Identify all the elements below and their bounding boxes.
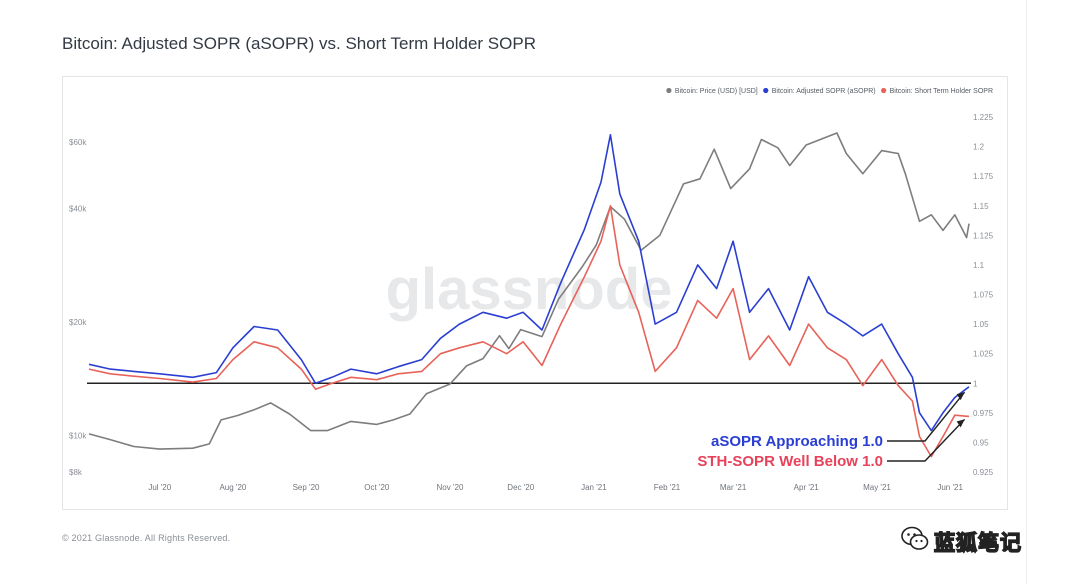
x-tick-label: Dec '20	[507, 483, 534, 492]
x-axis: Jul '20 Aug '20 Sep '20 Oct '20 Nov '20 Dec '…	[148, 483, 963, 492]
page-title: Bitcoin: Adjusted SOPR (aSOPR) vs. Short…	[62, 34, 536, 53]
right-tick-label: 1.175	[973, 172, 994, 181]
x-tick-label: Mar '21	[720, 483, 747, 492]
right-tick-label: 1	[973, 379, 978, 388]
x-tick-label: May '21	[863, 483, 891, 492]
x-tick-label: Oct '20	[364, 483, 390, 492]
left-tick-label: $8k	[69, 468, 83, 477]
legend-dot	[666, 87, 672, 94]
annotation-label: aSOPR Approaching 1.0	[711, 433, 883, 450]
x-tick-label: Aug '20	[219, 483, 246, 492]
annotation-arrowhead	[956, 419, 965, 428]
annotation-arrowhead	[956, 392, 965, 401]
right-tick-label: 1.2	[973, 143, 985, 152]
x-tick-label: Apr '21	[794, 483, 820, 492]
right-tick-label: 1.025	[973, 350, 994, 359]
legend[interactable]: Bitcoin: Short Term Holder SOPR Bitcoin: …	[666, 87, 993, 95]
glassnode-watermark: glassnode	[386, 257, 673, 322]
series-line-1	[88, 132, 970, 450]
legend-dot	[881, 87, 887, 94]
wechat-icon	[901, 526, 929, 550]
annotation-arrow	[887, 418, 966, 462]
right-tick-label: 0.95	[973, 438, 989, 447]
left-tick-label: $10k	[69, 431, 87, 440]
x-tick-label: Nov '20	[437, 483, 464, 492]
series-line-3	[88, 205, 970, 458]
x-tick-label: Jul '20	[148, 483, 171, 492]
right-tick-label: 1.125	[973, 231, 994, 240]
right-axis: 1.225 1.2 1.175 1.15 1.125 1.1 1.075 1.05 1.025 1…	[973, 113, 994, 477]
chart-panel: Bitcoin: Short Term Holder SOPR Bitcoin: …	[62, 76, 1008, 510]
right-tick-label: 0.925	[973, 468, 994, 477]
legend-dot	[763, 87, 769, 94]
chart-svg: Bitcoin: Short Term Holder SOPR Bitcoin: …	[69, 87, 994, 492]
left-axis: $8k $10k $20k $40k $60k	[69, 138, 87, 477]
x-tick-label: Sep '20	[293, 483, 320, 492]
wechat-account-name: 蓝狐笔记	[933, 530, 1022, 555]
legend-label: Bitcoin: Price (USD) [USD]	[675, 88, 758, 95]
left-tick-label: $20k	[69, 318, 87, 327]
x-tick-label: Jun '21	[937, 483, 963, 492]
right-tick-label: 1.05	[973, 320, 989, 329]
right-tick-label: 0.975	[973, 409, 994, 418]
annotation-arrow	[887, 391, 966, 442]
x-tick-label: Feb '21	[654, 483, 681, 492]
copyright-text: © 2021 Glassnode. All Rights Reserved.	[62, 533, 231, 543]
annotation-label: STH-SOPR Well Below 1.0	[697, 453, 883, 470]
legend-label: Bitcoin: Adjusted SOPR (aSOPR)	[772, 88, 876, 95]
watermark-layer: glassnode	[386, 257, 673, 322]
wechat-watermark: 蓝狐笔记	[896, 520, 1056, 560]
divider	[1026, 0, 1027, 584]
right-tick-label: 1.075	[973, 291, 994, 300]
left-tick-label: $60k	[69, 138, 87, 147]
right-tick-label: 1.225	[973, 113, 994, 122]
x-tick-label: Jan '21	[581, 483, 607, 492]
legend-label: Bitcoin: Short Term Holder SOPR	[890, 88, 993, 95]
right-tick-label: 1.1	[973, 261, 985, 270]
left-tick-label: $40k	[69, 205, 87, 214]
series-line-2	[88, 133, 970, 432]
series-layer	[87, 132, 971, 458]
right-tick-label: 1.15	[973, 202, 989, 211]
annotation-layer: aSOPR Approaching 1.0 STH-SOPR Well Below…	[697, 391, 966, 470]
